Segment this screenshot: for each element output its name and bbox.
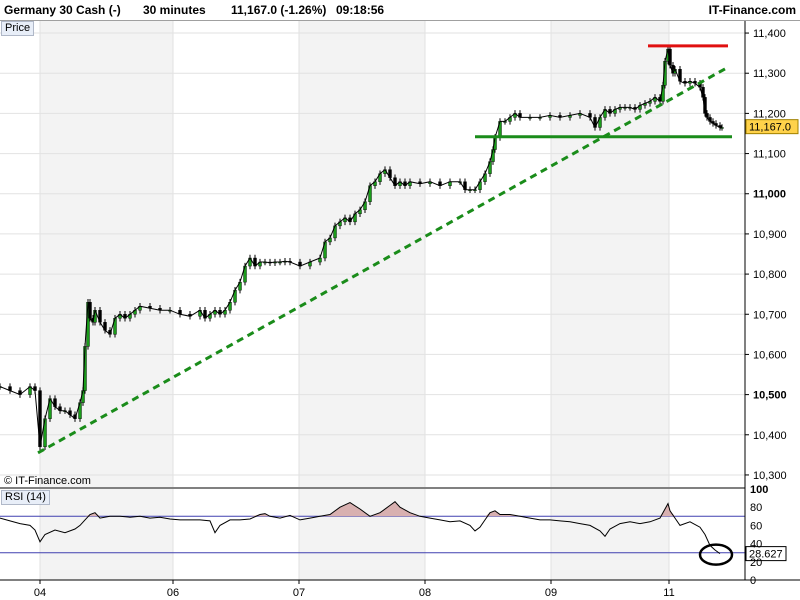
quote-label: 11,167.0 (-1.26%) (231, 3, 327, 17)
rsi-tick-label: 40 (750, 539, 762, 551)
last-price-tag (745, 119, 799, 135)
chart-header: Germany 30 Cash (-) 30 minutes 11,167.0 … (0, 0, 800, 21)
annotation-layer: 11,167.0 (37, 44, 799, 455)
price-tick-label: 11,200 (753, 108, 786, 120)
rsi-overbought-fill (350, 502, 360, 517)
rsi-overbought-fill (390, 501, 395, 517)
price-tick-label: 10,500 (753, 390, 787, 402)
x-tick-label: 11 (663, 587, 674, 599)
background-layer (40, 21, 669, 580)
rsi-overbought-fill (340, 502, 350, 517)
price-tick-label: 10,300 (753, 470, 787, 482)
price-tick-label: 11,400 (753, 28, 786, 40)
rsi-last-label: 28.627 (749, 549, 783, 561)
rsi-overbought-fill (485, 512, 490, 517)
rsi-tick-label: 80 (750, 502, 762, 514)
rsi-overbought-fill (380, 505, 390, 517)
brand-label: IT-Finance.com (708, 3, 796, 17)
rsi-day-shade-0 (40, 489, 173, 580)
price-tick-label: 10,900 (753, 229, 787, 241)
rsi-layer: 28.627 (0, 501, 787, 566)
x-tick-label: 06 (167, 587, 179, 599)
price-tick-label: 11,300 (753, 68, 786, 80)
rsi-overbought-fill (400, 507, 410, 517)
rsi-line (0, 501, 721, 555)
last-price-label: 11,167.0 (749, 122, 791, 134)
x-tick-label: 04 (34, 587, 46, 599)
price-tick-label: 11,000 (753, 189, 786, 201)
rsi-tick-label: 100 (750, 484, 768, 496)
price-layer (0, 45, 724, 451)
grid-layer (0, 21, 745, 580)
day-shade-2 (551, 21, 669, 487)
instrument-name: Germany 30 Cash (-) (4, 3, 121, 17)
rsi-overbought-fill (665, 503, 668, 517)
rsi-highlight-circle (698, 543, 734, 566)
x-tick-label: 09 (545, 587, 557, 599)
watermark: © IT-Finance.com (4, 475, 91, 487)
price-line (0, 48, 722, 447)
rsi-overbought-fill (490, 510, 495, 517)
interval-label: 30 minutes (143, 3, 206, 17)
rsi-tick-label: 60 (750, 520, 762, 532)
day-shade-1 (299, 21, 425, 487)
price-tick-label: 10,700 (753, 309, 787, 321)
rsi-tick-label: 0 (750, 575, 756, 587)
price-panel-label: Price (1, 21, 35, 36)
price-tick-label: 10,600 (753, 349, 787, 361)
rsi-overbought-fill (95, 512, 100, 517)
rsi-day-shade-1 (299, 489, 425, 580)
rsi-day-shade-2 (551, 489, 669, 580)
price-tick-label: 10,800 (753, 269, 787, 281)
rsi-overbought-fill (395, 501, 400, 517)
rsi-tick-label: 20 (750, 557, 762, 569)
price-tick-label: 10,400 (753, 430, 787, 442)
axis-layer: 10,300 10,400 10,500 10,600 10,700 10,800 10,9… (0, 21, 800, 599)
rsi-last-tag (745, 546, 787, 562)
rsi-panel-label: RSI (14) (1, 490, 50, 505)
x-tick-label: 08 (419, 587, 431, 599)
time-label: 09:18:56 (336, 3, 385, 17)
day-shade-0 (40, 21, 173, 487)
price-tick-label: 11,100 (753, 149, 786, 161)
x-tick-label: 07 (293, 587, 305, 599)
